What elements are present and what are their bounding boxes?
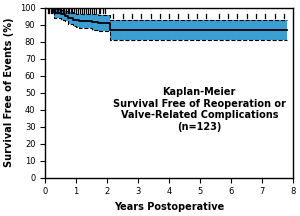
X-axis label: Years Postoperative: Years Postoperative [114, 202, 224, 212]
Text: Kaplan-Meier
Survival Free of Reoperation or
Valve-Related Complications
(n=123): Kaplan-Meier Survival Free of Reoperatio… [113, 87, 286, 132]
Y-axis label: Survival Free of Events (%): Survival Free of Events (%) [4, 18, 14, 167]
